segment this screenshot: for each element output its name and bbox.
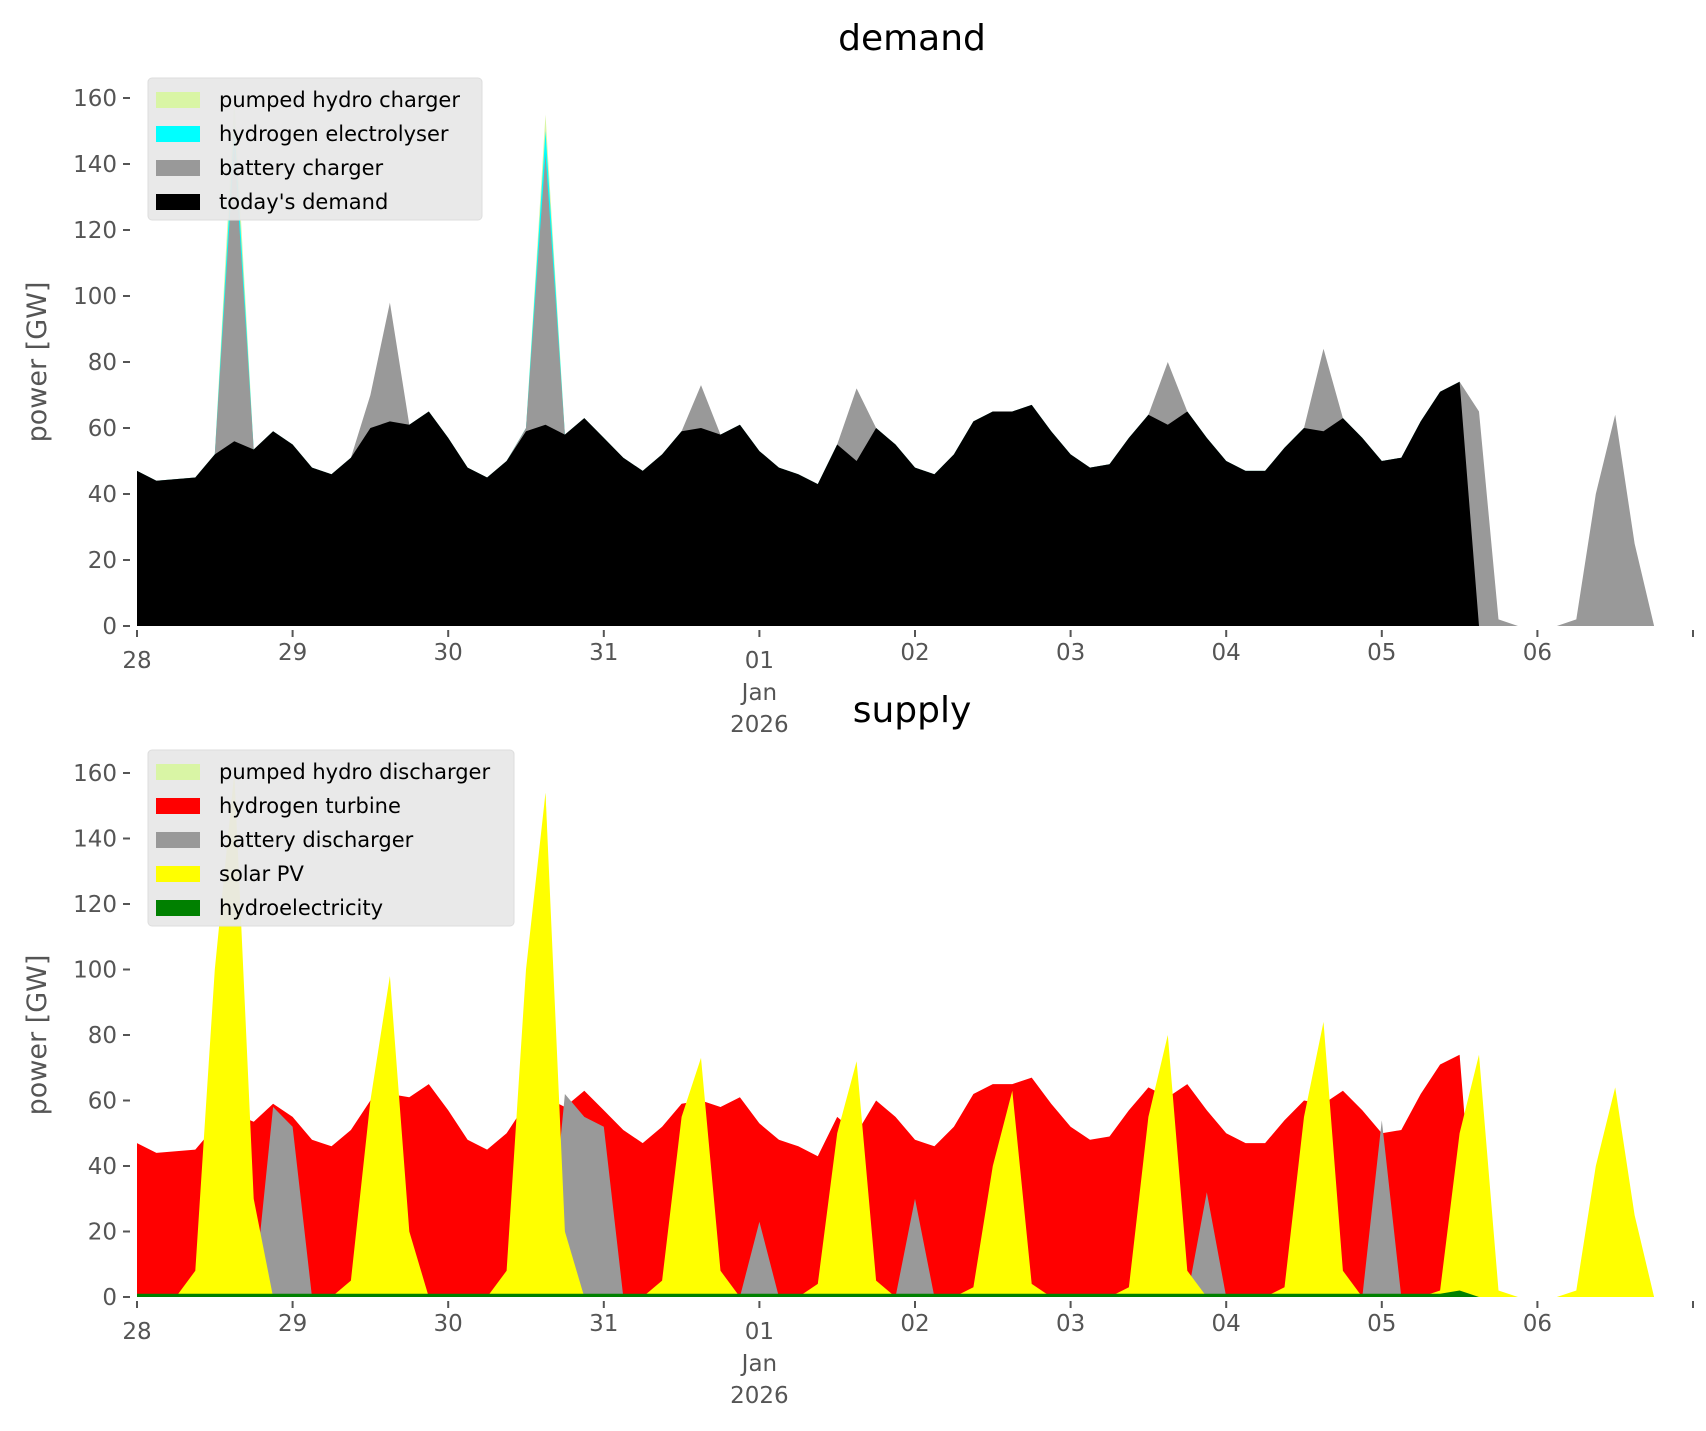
y-tick-label: 100 [73, 284, 117, 310]
x-tick-label: 31 [589, 1311, 618, 1337]
legend-swatch-solar-pv [156, 866, 200, 882]
x-tick-label: 30 [434, 640, 463, 666]
legend-swatch-pumped-hydro-discharger [156, 764, 200, 780]
supply-legend: pumped hydro discharger hydrogen turbine b… [147, 749, 515, 927]
x-tick-label: 04 [1212, 640, 1241, 666]
x-tick-label: 30 [434, 1311, 463, 1337]
series-area-today-s-demand [137, 381, 1655, 626]
x-tick-label: 03 [1056, 1311, 1085, 1337]
y-tick-label: 120 [73, 218, 117, 244]
x-tick-label: 28 [122, 648, 151, 674]
supply-y-axis-label: power [GW] [22, 955, 53, 1116]
x-tick-label: 29 [278, 640, 307, 666]
x-tick-label: 05 [1367, 1311, 1396, 1337]
x-tick-label: 04 [1212, 1311, 1241, 1337]
y-tick-label: 80 [88, 350, 117, 376]
x-tick-label: 28 [122, 1319, 151, 1345]
demand-series-layer [137, 98, 1655, 627]
x-tick-label: 02 [900, 640, 929, 666]
x-tick-label: 29 [278, 1311, 307, 1337]
y-tick-label: 40 [88, 482, 117, 508]
y-tick-label: 140 [73, 827, 117, 853]
legend-swatch-hydroelectricity [156, 900, 200, 916]
y-tick-label: 80 [88, 1023, 117, 1049]
x-tick-label: 02 [900, 1311, 929, 1337]
legend-label-solar-pv: solar PV [219, 862, 304, 886]
y-tick-label: 60 [88, 416, 117, 442]
y-tick-label: 20 [88, 548, 117, 574]
legend-label-hydrogen-turbine: hydrogen turbine [219, 794, 401, 818]
demand-y-axis-label: power [GW] [22, 282, 53, 443]
x-tick-sublabel: Jan [740, 1351, 777, 1377]
legend-label-battery-discharger: battery discharger [219, 828, 414, 852]
series-area-hydroelectricity [137, 1290, 1655, 1297]
demand-title: demand [838, 18, 986, 59]
legend-label-pumped-hydro-discharger: pumped hydro discharger [219, 760, 490, 784]
legend-box [147, 77, 483, 221]
demand-legend: pumped hydro charger hydrogen electrolyse… [147, 77, 483, 221]
demand-x-ticks: 28 29 30 31 01 Jan 2026 02 03 04 05 06 [122, 630, 1694, 738]
legend-swatch-battery-charger [156, 160, 200, 176]
y-tick-label: 0 [102, 1285, 117, 1311]
supply-series-layer [137, 773, 1655, 1297]
x-tick-label: 05 [1367, 640, 1396, 666]
legend-label-hydrogen-electrolyser: hydrogen electrolyser [219, 122, 449, 146]
y-tick-label: 160 [73, 761, 117, 787]
x-tick-label: 06 [1523, 640, 1552, 666]
series-area-battery-discharger [137, 1094, 1655, 1297]
y-tick-label: 120 [73, 892, 117, 918]
x-tick-label: 06 [1523, 1311, 1552, 1337]
legend-swatch-hydrogen-electrolyser [156, 126, 200, 142]
demand-panel: demand power [GW] 020406080100120140160 … [22, 18, 1694, 738]
supply-x-ticks: 28 29 30 31 01 Jan 2026 02 03 04 05 06 [122, 1301, 1694, 1409]
legend-label-battery-charger: battery charger [219, 156, 384, 180]
legend-label-today-s-demand: today's demand [219, 190, 388, 214]
supply-title: supply [853, 690, 972, 731]
supply-panel: supply power [GW] 020406080100120140160 … [22, 690, 1694, 1409]
legend-swatch-hydrogen-turbine [156, 798, 200, 814]
x-tick-label: 01 [745, 648, 774, 674]
x-tick-label: 31 [589, 640, 618, 666]
y-tick-label: 160 [73, 86, 117, 112]
legend-swatch-today-s-demand [156, 194, 200, 210]
x-tick-label: 03 [1056, 640, 1085, 666]
y-tick-label: 20 [88, 1220, 117, 1246]
legend-label-pumped-hydro-charger: pumped hydro charger [219, 88, 460, 112]
y-tick-label: 60 [88, 1089, 117, 1115]
legend-box [147, 749, 515, 927]
demand-y-ticks: 0 20 40 60 80 100 120 140 160 [73, 86, 130, 640]
y-tick-label: 100 [73, 958, 117, 984]
x-tick-label: 01 [745, 1319, 774, 1345]
legend-swatch-pumped-hydro-charger [156, 92, 200, 108]
y-tick-label: 40 [88, 1154, 117, 1180]
legend-swatch-battery-discharger [156, 832, 200, 848]
x-tick-sublabel: 2026 [730, 712, 789, 738]
legend-label-hydroelectricity: hydroelectricity [219, 896, 383, 920]
supply-y-ticks: 0 20 40 60 80 100 120 140 160 [73, 761, 130, 1311]
y-tick-label: 140 [73, 152, 117, 178]
x-tick-sublabel: 2026 [730, 1383, 789, 1409]
series-area-solar-pv [137, 773, 1655, 1297]
x-tick-sublabel: Jan [740, 680, 777, 706]
y-tick-label: 0 [102, 614, 117, 640]
